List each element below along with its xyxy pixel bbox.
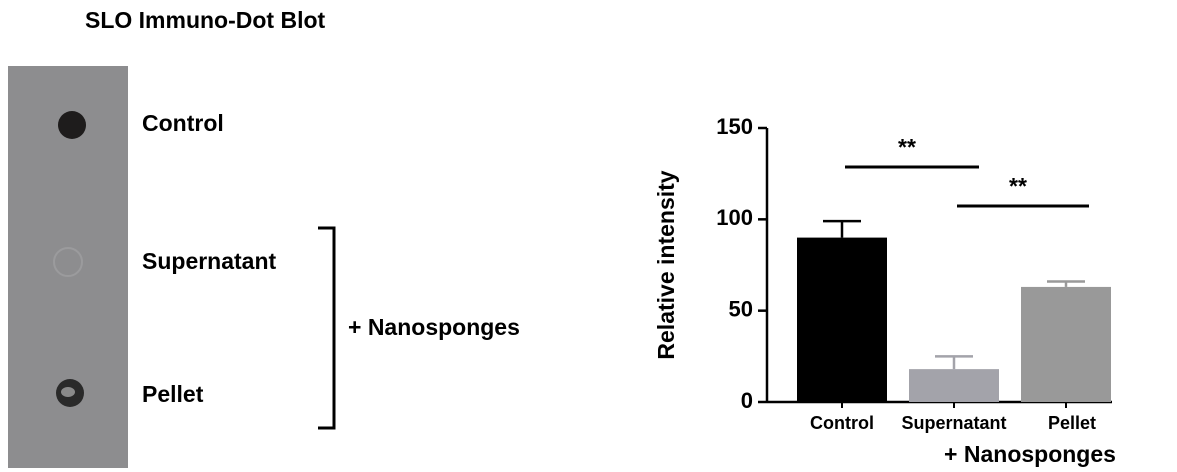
figure-title: SLO Immuno-Dot Blot [85, 7, 326, 33]
blot-label: Control [142, 110, 224, 136]
y-axis-label: Relative intensity [653, 170, 679, 359]
y-tick-label: 100 [716, 205, 753, 230]
bar [909, 369, 999, 402]
group-label: + Nanosponges [944, 441, 1116, 467]
x-tick-label: Supernatant [901, 413, 1006, 433]
bar [1021, 287, 1111, 402]
blot-label: Supernatant [142, 248, 277, 274]
y-tick-label: 150 [716, 114, 753, 139]
blot-dot [58, 111, 86, 139]
blot-label: Pellet [142, 381, 204, 407]
bracket [318, 228, 334, 428]
significance-label: ** [898, 134, 916, 160]
x-tick-label: Pellet [1048, 413, 1096, 433]
figure: SLO Immuno-Dot Blot Control Supernatant … [0, 0, 1177, 472]
dot-blot [8, 66, 128, 468]
y-tick-label: 0 [741, 388, 753, 413]
significance-label: ** [1009, 173, 1027, 199]
bracket-label: + Nanosponges [348, 314, 520, 340]
y-tick-label: 50 [729, 296, 753, 321]
x-tick-label: Control [810, 413, 874, 433]
blot-dot-highlight [61, 387, 75, 397]
bar [797, 238, 887, 402]
